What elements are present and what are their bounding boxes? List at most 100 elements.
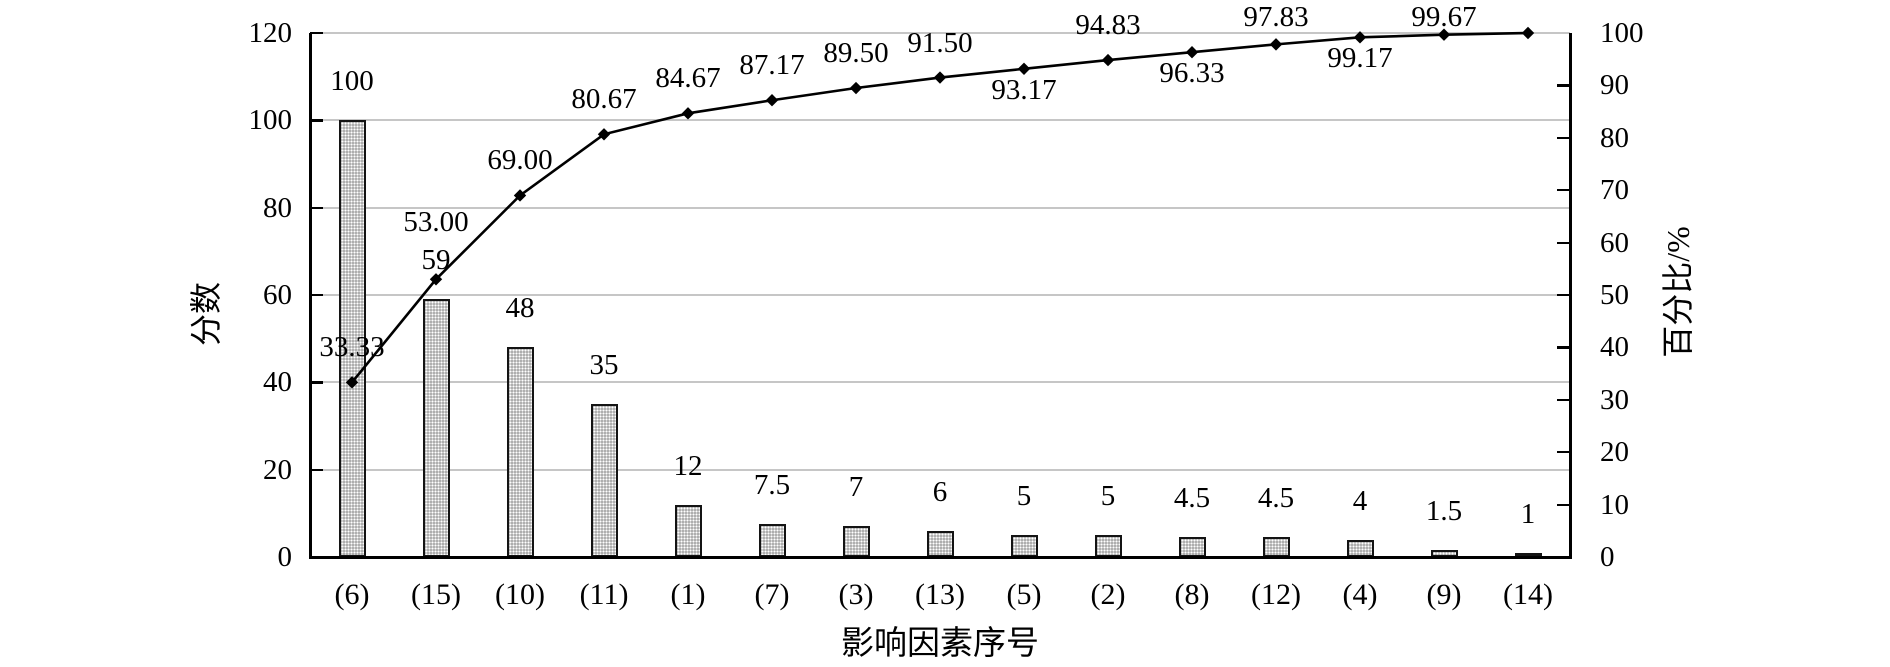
diamond-marker-(10) — [513, 189, 527, 202]
right-axis-tick-label: 50 — [1600, 279, 1629, 311]
line-value-label: 89.50 — [823, 37, 889, 70]
left-axis-tick-20 — [310, 468, 323, 471]
bar-value-label: 4 — [1352, 484, 1368, 517]
bar-value-label: 7 — [848, 471, 864, 504]
right-axis-line — [1569, 33, 1572, 559]
diamond-marker-(13) — [933, 71, 947, 84]
gridline-100 — [310, 119, 1570, 122]
bar-value-label: 5 — [1016, 480, 1032, 513]
bar-value-label: 100 — [330, 65, 374, 98]
right-axis-tick-label: 70 — [1600, 174, 1629, 207]
diamond-marker-(7) — [765, 94, 779, 107]
right-axis-tick-90 — [1557, 84, 1570, 87]
right-axis-tick-label: 100 — [1600, 17, 1644, 49]
bar-(2) — [1094, 535, 1122, 557]
gridline-60 — [310, 294, 1570, 296]
bar-value-label: 5 — [1100, 480, 1116, 513]
x-category-label-(5): (5) — [1006, 578, 1042, 611]
x-category-label-(6): (6) — [334, 578, 370, 611]
line-value-label: 91.50 — [907, 26, 973, 59]
x-category-label-(14): (14) — [1503, 578, 1553, 611]
bar-value-label: 4.5 — [1257, 482, 1295, 515]
left-axis-tick-80 — [310, 206, 323, 209]
right-axis-title: 百分比/% — [1660, 226, 1696, 358]
left-axis-tick-label: 60 — [263, 279, 292, 311]
left-axis-tick-label: 40 — [263, 366, 292, 399]
right-axis-tick-10 — [1557, 503, 1570, 506]
x-category-label-(13): (13) — [915, 578, 965, 611]
line-value-label: 33.33 — [319, 331, 385, 364]
x-category-label-(10): (10) — [495, 578, 545, 611]
bar-value-label: 59 — [421, 244, 451, 277]
bar-(13) — [926, 530, 954, 557]
x-category-label-(11): (11) — [579, 578, 629, 611]
left-axis-tick-label: 80 — [263, 191, 292, 224]
x-category-label-(9): (9) — [1426, 578, 1462, 611]
left-axis-tick-label: 0 — [277, 541, 293, 573]
right-axis-tick-70 — [1557, 189, 1570, 192]
bar-(7) — [758, 524, 786, 557]
diamond-marker-(2) — [1101, 53, 1115, 67]
bar-value-label: 7.5 — [753, 469, 791, 502]
line-value-label: 93.17 — [991, 73, 1057, 106]
line-value-label: 84.67 — [655, 62, 721, 95]
left-axis-tick-label: 100 — [248, 104, 293, 137]
right-axis-tick-label: 0 — [1600, 541, 1615, 573]
left-axis-tick-120 — [310, 32, 323, 35]
right-axis-tick-60 — [1557, 241, 1570, 244]
bar-(14) — [1514, 552, 1542, 557]
x-category-label-(3): (3) — [838, 578, 874, 611]
right-axis-tick-label: 90 — [1600, 69, 1629, 102]
bar-(15) — [422, 299, 450, 557]
bar-(12) — [1262, 537, 1290, 557]
x-axis-line — [309, 556, 1571, 559]
bar-(8) — [1178, 537, 1206, 557]
line-value-label: 94.83 — [1075, 9, 1141, 42]
left-axis-tick-100 — [310, 119, 323, 122]
diamond-marker-(3) — [849, 81, 863, 95]
right-axis-tick-label: 20 — [1600, 436, 1629, 469]
right-axis-tick-label: 40 — [1600, 331, 1629, 364]
left-axis-tick-label: 120 — [248, 17, 293, 49]
right-axis-tick-label: 80 — [1600, 121, 1629, 154]
line-value-label: 99.67 — [1411, 1, 1477, 33]
gridline-40 — [310, 381, 1570, 384]
bar-value-label: 48 — [505, 292, 535, 325]
right-axis-tick-50 — [1557, 294, 1570, 297]
bar-value-label: 35 — [589, 349, 619, 382]
bar-(4) — [1346, 539, 1374, 557]
diamond-marker-(1) — [681, 107, 695, 120]
right-axis-tick-20 — [1557, 451, 1570, 454]
bar-(5) — [1010, 535, 1038, 557]
line-value-label: 53.00 — [403, 206, 469, 239]
gridline-20 — [310, 468, 1570, 471]
left-axis-title: 分数 — [188, 281, 224, 347]
right-axis-tick-80 — [1557, 136, 1570, 139]
right-axis-tick-40 — [1557, 346, 1570, 349]
bar-value-label: 6 — [932, 475, 948, 508]
bar-value-label: 4.5 — [1173, 482, 1211, 515]
x-axis-title: 影响因素序号 — [841, 626, 1039, 662]
diamond-marker-(11) — [597, 128, 611, 141]
bar-(3) — [842, 526, 870, 557]
diamond-marker-(12) — [1269, 38, 1283, 51]
left-axis-tick-60 — [310, 294, 323, 297]
x-category-label-(7): (7) — [754, 578, 790, 611]
bar-value-label: 1 — [1520, 497, 1536, 530]
x-category-label-(1): (1) — [670, 578, 706, 611]
line-value-label: 99.17 — [1327, 42, 1393, 75]
right-axis-tick-label: 10 — [1600, 488, 1629, 521]
line-value-label: 87.17 — [739, 49, 805, 82]
right-axis-tick-30 — [1557, 398, 1570, 401]
line-value-label: 69.00 — [487, 144, 553, 177]
left-axis-tick-40 — [310, 381, 323, 384]
gridline-80 — [310, 206, 1570, 209]
bar-value-label: 12 — [673, 449, 703, 482]
right-axis-tick-label: 30 — [1600, 383, 1629, 416]
bar-(10) — [506, 347, 534, 557]
x-category-label-(12): (12) — [1251, 578, 1301, 611]
x-category-label-(15): (15) — [411, 578, 461, 611]
line-value-label: 96.33 — [1159, 57, 1225, 90]
bar-(1) — [674, 504, 702, 557]
